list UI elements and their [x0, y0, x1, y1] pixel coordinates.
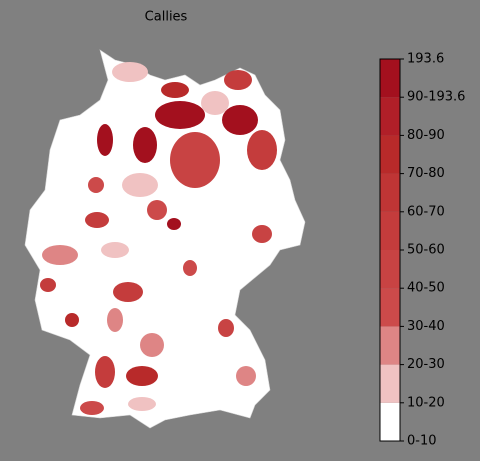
district	[80, 401, 104, 415]
district	[218, 319, 234, 337]
district	[88, 177, 104, 193]
colorbar-segment	[380, 326, 400, 365]
district	[101, 242, 129, 258]
district	[133, 127, 157, 163]
colorbar-label: 70-80	[407, 166, 445, 181]
district	[147, 200, 167, 220]
colorbar-label: 193.6	[407, 52, 444, 67]
district	[65, 313, 79, 327]
colorbar: 0-10 10-20 20-30 30-40 40-50 50-60 60-70 70-80 8…	[379, 52, 465, 449]
district	[42, 245, 78, 265]
map-title: Callies	[145, 10, 188, 25]
district	[113, 282, 143, 302]
colorbar-label: 90-193.6	[407, 90, 465, 105]
district	[85, 212, 109, 228]
colorbar-label: 40-50	[407, 281, 445, 296]
colorbar-label: 0-10	[407, 434, 437, 449]
district	[155, 101, 205, 129]
colorbar-label: 20-30	[407, 357, 445, 372]
colorbar-segment	[380, 364, 400, 403]
district	[128, 397, 156, 411]
district	[247, 130, 277, 170]
colorbar-segment	[380, 173, 400, 212]
district	[112, 62, 148, 82]
district	[161, 82, 189, 98]
district	[236, 366, 256, 386]
district	[224, 70, 252, 90]
district	[95, 356, 115, 388]
colorbar-label: 30-40	[407, 319, 445, 334]
colorbar-segment	[380, 59, 400, 98]
district	[183, 260, 197, 276]
district	[170, 132, 220, 188]
country-outline	[24, 49, 306, 429]
colorbar-segment	[380, 97, 400, 136]
district	[222, 105, 258, 135]
district	[40, 278, 56, 292]
district	[97, 124, 113, 156]
germany-map	[24, 49, 306, 429]
colorbar-segment	[380, 402, 400, 441]
colorbar-segment	[380, 250, 400, 289]
colorbar-label: 80-90	[407, 128, 445, 143]
district	[252, 225, 272, 243]
colorbar-label: 10-20	[407, 395, 445, 410]
colorbar-segment	[380, 211, 400, 250]
district	[122, 173, 158, 197]
district	[140, 333, 164, 357]
colorbar-segment	[380, 135, 400, 174]
district	[126, 366, 158, 386]
district	[167, 218, 181, 230]
colorbar-label: 60-70	[407, 204, 445, 219]
colorbar-segment	[380, 288, 400, 327]
district-shading	[40, 62, 277, 415]
colorbar-label: 50-60	[407, 243, 445, 258]
district	[201, 91, 229, 115]
district	[107, 308, 123, 332]
